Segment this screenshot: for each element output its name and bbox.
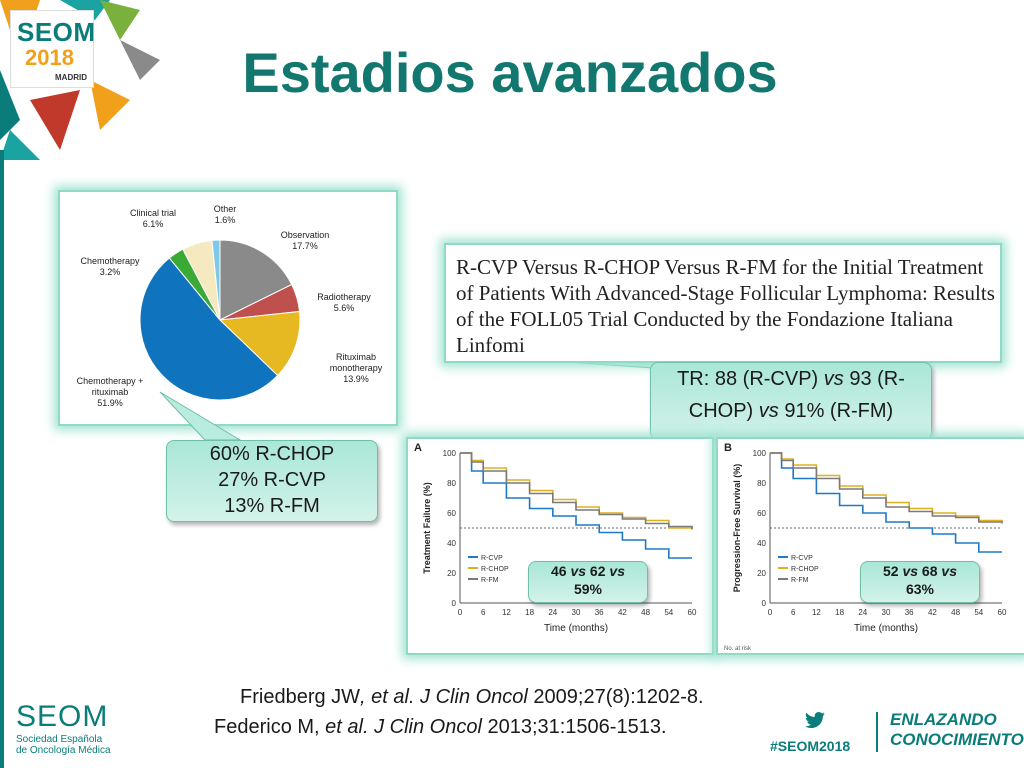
x-tick-label: 0 — [458, 608, 463, 617]
logo-name: SEOM — [17, 17, 96, 47]
trial-title: R-CVP Versus R-CHOP Versus R-FM for the … — [456, 255, 995, 357]
pie-chart-card: Clinical trial 6.1% Other 1.6% Observation… — [58, 190, 398, 426]
x-tick-label: 36 — [905, 608, 914, 617]
x-tick-label: 12 — [812, 608, 821, 617]
pie-slice-observation — [219, 239, 293, 321]
km-chart-a: A 100 80 60 40 20 00 6 12 18 24 30 36 42 48 54 60 Time (m… — [414, 442, 697, 634]
left-accent-bar — [0, 150, 4, 768]
pie-slice-chemotherapy-rituximab — [139, 257, 279, 401]
x-tick-label: 6 — [791, 608, 796, 617]
legend-label: R-CHOP — [481, 566, 509, 573]
plot-footnote: No. at risk — [724, 646, 752, 652]
y-tick-label: 20 — [447, 569, 456, 578]
km-curve-r-fm — [460, 452, 693, 530]
km-chart-b: B 100 80 60 40 20 00 6 12 18 24 30 36 42 48 54 60 Time (m… — [724, 442, 1007, 652]
legend-label: R-FM — [481, 577, 499, 584]
slogan: ENLAZANDO CONOCIMIENTO — [890, 710, 1024, 749]
x-tick-label: 42 — [928, 608, 937, 617]
legend-label: R-CHOP — [791, 566, 819, 573]
society-line-2: de Oncología Médica — [16, 745, 111, 756]
plot-b-callout: 52 vs 68 vs 63% — [860, 561, 980, 603]
x-tick-label: 24 — [858, 608, 867, 617]
y-tick-label: 20 — [757, 569, 766, 578]
tr-vs: vs — [823, 368, 844, 390]
y-axis-label: Treatment Failure (%) — [422, 482, 432, 574]
seom-logo-text: SEOM — [16, 700, 109, 733]
y-tick-label: 0 — [762, 599, 767, 608]
pie-label-chemotherapy: Chemotherapy 3.2% — [80, 256, 140, 277]
km-plot-a: A 100 80 60 40 20 0 0 6 12 18 24 30 36 42 48 54 60 Time (m… — [406, 437, 714, 655]
reference-1: Friedberg JW, et al. J Clin Oncol 2009;2… — [240, 686, 704, 708]
km-curve-r-chop — [770, 452, 1003, 522]
y-tick-label: 100 — [443, 449, 457, 458]
x-tick-label: 54 — [974, 608, 983, 617]
tr-text: 93 (R-CHOP) — [688, 368, 905, 422]
y-tick-label: 100 — [753, 449, 767, 458]
x-tick-label: 60 — [688, 608, 697, 617]
x-tick-label: 48 — [641, 608, 650, 617]
x-tick-label: 6 — [481, 608, 486, 617]
x-tick-label: 42 — [618, 608, 627, 617]
seom-society-logo: SEOM Sociedad Española de Oncología Médi… — [16, 700, 126, 760]
society-line-1: Sociedad Española — [16, 734, 103, 745]
panel-label: B — [724, 442, 732, 454]
pie-label-observation: Observation 17.7% — [280, 230, 330, 251]
seom-2018-logo: SEOM 2018 MADRID — [10, 10, 96, 88]
callout-line-rchop: 60% R-CHOP — [209, 443, 335, 465]
y-tick-label: 60 — [757, 509, 766, 518]
pie-label-clinical-trial: Clinical trial 6.1% — [129, 208, 176, 229]
pie-slice-rituximab-monotherapy — [218, 310, 301, 377]
y-axis-label: Progression-Free Survival (%) — [732, 464, 742, 593]
y-tick-label: 0 — [452, 599, 457, 608]
x-tick-label: 18 — [525, 608, 534, 617]
pie-label-other: Other 1.6% — [213, 204, 237, 225]
tr-text: TR: 88 (R-CVP) — [677, 368, 824, 390]
pie-label-chemo-rituximab: Chemotherapy + rituximab 51.9% — [76, 376, 144, 408]
y-tick-label: 40 — [757, 539, 766, 548]
y-tick-label: 40 — [447, 539, 456, 548]
x-tick-label: 48 — [951, 608, 960, 617]
footer-divider — [876, 712, 878, 752]
pie-slice-other — [211, 239, 221, 321]
response-rate-callout: TR: 88 (R-CVP) vs 93 (R-CHOP) vs 91% (R-… — [650, 362, 932, 440]
x-tick-label: 60 — [998, 608, 1007, 617]
x-tick-label: 54 — [664, 608, 673, 617]
pie-label-radiotherapy: Radiotherapy 5.6% — [317, 292, 371, 313]
legend-label: R-CVP — [481, 555, 503, 562]
km-curve-r-cvp — [460, 452, 692, 559]
slide-title: Estadios avanzados — [242, 41, 778, 104]
x-tick-label: 30 — [572, 608, 581, 617]
x-axis-label: Time (months) — [854, 623, 918, 634]
regimen-split-callout: 60% R-CHOP 27% R-CVP 13% R-FM — [166, 440, 378, 522]
km-curve-r-cvp — [770, 452, 1002, 553]
x-tick-label: 12 — [502, 608, 511, 617]
x-axis-label: Time (months) — [544, 623, 608, 634]
plot-a-callout: 46 vs 62 vs 59% — [528, 561, 648, 603]
y-tick-label: 60 — [447, 509, 456, 518]
tr-text: 91% (R-FM) — [778, 400, 894, 422]
km-curve-r-fm — [770, 452, 1003, 524]
km-plot-b: B 100 80 60 40 20 0 0 6 12 18 24 30 36 42 48 54 60 Time (m… — [716, 437, 1024, 655]
tr-vs: vs — [758, 400, 779, 422]
logo-year: 2018 — [25, 45, 74, 70]
y-tick-label: 80 — [757, 479, 766, 488]
pie-label-rituximab: Rituximab monotherapy 13.9% — [329, 352, 383, 384]
logo-city: MADRID — [55, 73, 87, 82]
legend-label: R-CVP — [791, 555, 813, 562]
x-tick-label: 30 — [882, 608, 891, 617]
x-tick-label: 24 — [548, 608, 557, 617]
reference-2: Federico M, et al. J Clin Oncol 2013;31:… — [214, 716, 667, 738]
legend-label: R-FM — [791, 577, 809, 584]
x-tick-label: 36 — [595, 608, 604, 617]
panel-label: A — [414, 442, 422, 454]
twitter-icon — [805, 712, 825, 729]
callout-line-rcvp: 27% R-CVP — [218, 469, 326, 491]
hashtag: #SEOM2018 — [770, 738, 851, 754]
pie-chart — [139, 239, 301, 401]
callout-line-rfm: 13% R-FM — [224, 495, 320, 517]
y-tick-label: 80 — [447, 479, 456, 488]
x-tick-label: 18 — [835, 608, 844, 617]
x-tick-label: 0 — [768, 608, 773, 617]
